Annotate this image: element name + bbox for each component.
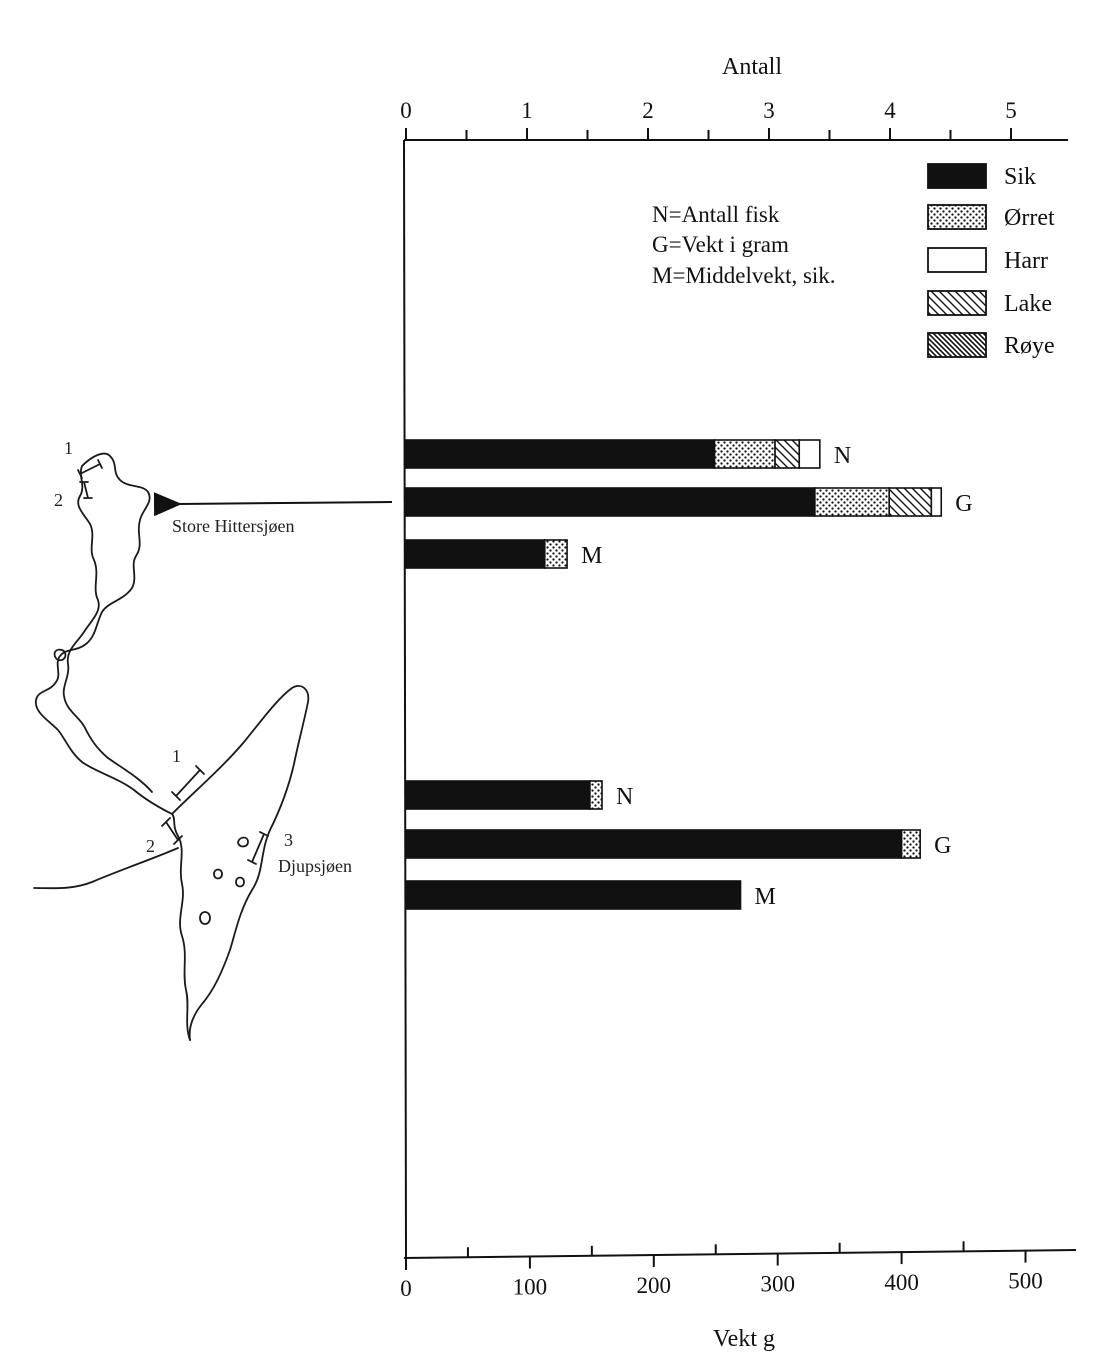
hitter-station-2: 2 [54,490,63,510]
bar-segment-ørret [814,487,891,517]
top-tick-label: 0 [400,98,412,123]
bar-segment-sik [405,539,546,569]
legend-swatch-røye [927,332,987,358]
bar-segment-sik [405,439,716,469]
legend-swatch-lake [927,290,987,316]
bar-segment-sik [405,829,903,859]
legend: Sik Ørret Harr Lake Røye [927,163,1055,359]
bar-segment-sik [405,487,816,517]
hitter-station-1: 1 [64,438,73,458]
bottom-tick-label: 300 [760,1272,795,1297]
legend-label: Harr [1004,248,1048,274]
legend-label: Lake [1004,291,1052,317]
bar-label-n: N [616,784,633,810]
bottom-tick-label: 0 [400,1276,412,1301]
top-axis-title: Antall [722,54,782,80]
store-hittersjoen-outline [35,452,173,815]
top-tick-label: 3 [763,98,775,123]
bottom-tick-label: 200 [637,1273,672,1298]
bar-label-m: M [755,884,776,910]
legend-swatch-ørret [927,204,987,230]
note-g: G=Vekt i gram [652,232,789,257]
bar-segment-ørret [543,539,568,569]
bottom-axis-line [403,1249,1077,1259]
bar-segment-sik [405,880,742,910]
bar-groups: N G M N G M [405,439,973,910]
bar-group: N G M [405,439,973,569]
top-axis-ticks: 0 1 2 3 4 5 [400,98,1017,140]
abbreviation-notes: N=Antall fisk G=Vekt i gram M=Middelvekt… [652,202,836,288]
legend-swatch-harr [927,247,987,273]
bar-label-g: G [955,491,972,517]
note-m: M=Middelvekt, sik. [652,263,836,288]
bottom-tick-label: 500 [1008,1269,1043,1294]
pointer-arrow [153,492,393,517]
legend-label: Ørret [1004,205,1055,231]
bottom-axis-ticks: 0 100 200 300 400 500 [400,1241,1043,1301]
bottom-axis-title: Vekt g [713,1326,775,1352]
djupsjoen-label: Djupsjøen [278,856,352,876]
store-hittersjoen-label: Store Hittersjøen [172,516,294,536]
djupsjoen-outline [33,685,310,1041]
bar-label-n: N [834,443,851,469]
bar-segment-harr [930,487,943,517]
bar-segment-harr [798,439,821,469]
bottom-tick-label: 400 [884,1270,919,1295]
bottom-tick-label: 100 [513,1275,548,1300]
legend-label: Røye [1004,333,1055,359]
djup-station-1: 1 [172,746,181,766]
lake-map: 1 2 1 2 3 Store Hittersjøen Djupsjøen [33,438,393,1041]
bar-group: N G M [405,780,952,910]
bar-label-g: G [934,833,951,859]
bar-label-m: M [581,543,602,569]
top-tick-label: 1 [521,98,533,123]
top-tick-label: 5 [1005,98,1017,123]
bar-segment-ørret [900,829,921,859]
top-tick-label: 4 [884,98,896,123]
station-markers [77,459,269,865]
bar-segment-sik [405,780,591,810]
bar-segment-ørret [589,780,603,810]
legend-swatch-sik [927,163,987,189]
bar-segment-lake [888,487,933,517]
legend-label: Sik [1004,164,1036,190]
note-n: N=Antall fisk [652,202,780,227]
left-axis-line [403,139,407,1259]
bar-segment-lake [774,439,801,469]
bar-segment-ørret [713,439,776,469]
top-tick-label: 2 [642,98,654,123]
djup-station-3: 3 [284,830,293,850]
djup-station-2: 2 [146,836,155,856]
